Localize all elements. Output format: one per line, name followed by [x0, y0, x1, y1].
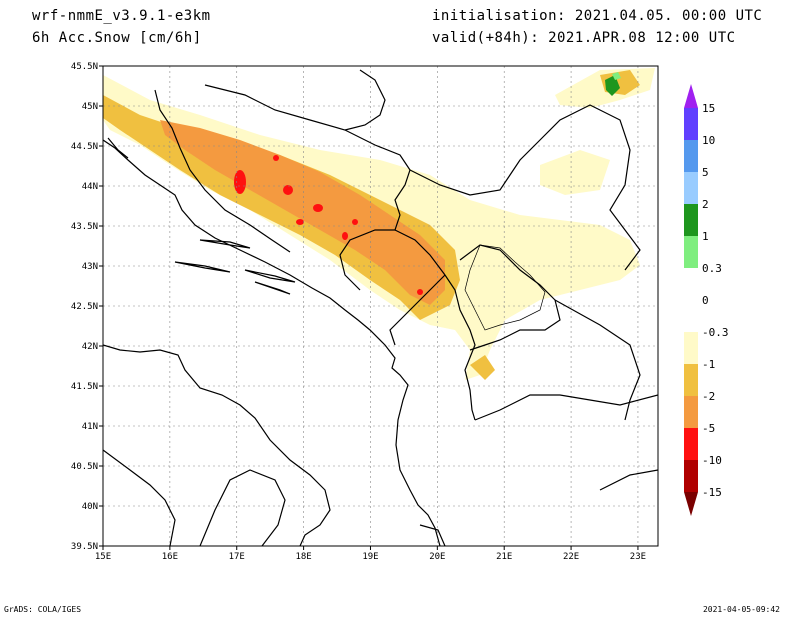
colorbar-segment	[684, 364, 698, 396]
valid-time: valid(+84h): 2021.APR.08 12:00 UTC	[432, 30, 736, 46]
island	[254, 281, 291, 295]
border	[344, 69, 386, 131]
colorbar-segment	[684, 428, 698, 460]
colorbar-label: 0	[702, 294, 709, 307]
tick-label-lat: 41.5N	[71, 382, 98, 392]
colorbar-segment	[684, 140, 698, 172]
tick-label-lon: 18E	[295, 552, 311, 562]
italy-coast	[199, 469, 286, 546]
colorbar-label: 0.3	[702, 262, 722, 275]
snow-area-heavy	[296, 219, 304, 225]
border	[459, 244, 561, 351]
coastlines	[103, 137, 441, 546]
colorbar: 15 10 5 2 1 0.3 0 -0.3 -1 -2 -5 -10 -15	[684, 84, 729, 516]
colorbar-segment	[684, 172, 698, 204]
tick-label-lon: 16E	[162, 552, 178, 562]
border	[474, 394, 658, 421]
border	[419, 524, 446, 546]
tick-label-lat: 42.5N	[71, 302, 98, 312]
tick-label-lat: 43N	[82, 262, 98, 272]
snow-area-green-light	[612, 72, 621, 80]
colorbar-segment	[684, 108, 698, 140]
tick-label-lat: 40.5N	[71, 462, 98, 472]
colorbar-label: 5	[702, 166, 709, 179]
model-title: wrf-nmmE_v3.9.1-e3km	[32, 8, 211, 24]
snow-area-heavy	[313, 204, 323, 212]
country-borders	[154, 69, 658, 546]
island	[107, 137, 129, 159]
colorbar-arrow-bottom	[684, 492, 698, 516]
tick-label-lon: 21E	[496, 552, 512, 562]
footer-software: GrADS: COLA/IGES	[4, 605, 82, 614]
tick-label-lat: 45N	[82, 102, 98, 112]
colorbar-label: -5	[702, 422, 715, 435]
tick-label-lon: 22E	[563, 552, 579, 562]
snow-area-light	[470, 355, 495, 380]
snow-area-heavy	[417, 289, 423, 295]
border	[409, 104, 641, 271]
snow-area-heavy	[342, 232, 348, 240]
tick-label-lat: 39.5N	[71, 542, 98, 552]
snowfall-map: 15E 16E 17E 18E 19E 20E 21E 22E 23E 39.5N 40N 40.5N…	[71, 62, 729, 562]
snow-area-very-light	[540, 150, 610, 195]
colorbar-segment	[684, 300, 698, 332]
snow-area-green	[605, 75, 620, 96]
colorbar-label: -10	[702, 454, 722, 467]
colorbar-label: -0.3	[702, 326, 729, 339]
tick-label-lat: 45.5N	[71, 62, 98, 72]
tick-label-lat: 43.5N	[71, 222, 98, 232]
snow-area-heavy	[283, 185, 293, 195]
tick-label-lon: 15E	[95, 552, 111, 562]
colorbar-segment	[684, 204, 698, 236]
colorbar-label: -2	[702, 390, 715, 403]
footer-timestamp: 2021-04-05-09:42	[702, 605, 780, 614]
snow-shading	[103, 68, 655, 380]
tick-label-lat: 41N	[82, 422, 98, 432]
colorbar-segment	[684, 332, 698, 364]
tick-label-lat: 40N	[82, 502, 98, 512]
border	[204, 84, 411, 291]
colorbar-label: 2	[702, 198, 709, 211]
border	[554, 299, 641, 421]
tick-label-lon: 20E	[429, 552, 445, 562]
colorbar-label: 10	[702, 134, 715, 147]
tick-label-lat: 44N	[82, 182, 98, 192]
italy-coast	[103, 344, 331, 546]
thin-border	[464, 244, 546, 331]
border	[394, 229, 476, 421]
colorbar-label: -1	[702, 358, 715, 371]
tick-label-lon: 23E	[630, 552, 646, 562]
border	[389, 274, 446, 346]
border	[154, 89, 291, 253]
snow-area-medium	[160, 120, 445, 305]
variable-title: 6h Acc.Snow [cm/6h]	[32, 30, 202, 46]
island	[199, 239, 251, 249]
colorbar-segment	[684, 460, 698, 492]
colorbar-label: -15	[702, 486, 722, 499]
island	[244, 269, 296, 283]
map-grid	[103, 66, 658, 546]
snow-area-heavy	[234, 170, 246, 194]
tick-label-lat: 44.5N	[71, 142, 98, 152]
colorbar-segment	[684, 236, 698, 268]
axis-ticks: 15E 16E 17E 18E 19E 20E 21E 22E 23E 39.5N 40N 40.5N…	[71, 62, 646, 562]
tick-label-lon: 17E	[229, 552, 245, 562]
colorbar-segment	[684, 396, 698, 428]
italy-coast	[103, 449, 176, 546]
colorbar-segment	[684, 268, 698, 300]
snow-area-heavy	[273, 155, 279, 161]
border	[599, 469, 658, 491]
colorbar-label: 1	[702, 230, 709, 243]
colorbar-arrow-top	[684, 84, 698, 108]
initialisation-time: initialisation: 2021.04.05. 00:00 UTC	[432, 8, 763, 24]
tick-label-lat: 42N	[82, 342, 98, 352]
island	[174, 261, 231, 273]
tick-label-lon: 19E	[362, 552, 378, 562]
colorbar-label: 15	[702, 102, 715, 115]
adriatic-coast	[103, 139, 441, 546]
snow-area-heavy	[352, 219, 358, 225]
